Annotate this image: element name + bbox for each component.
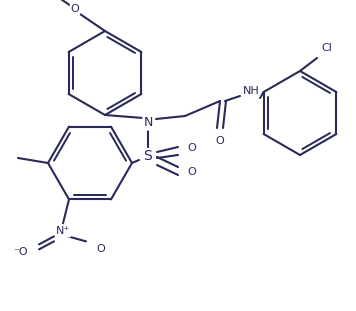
Text: O: O xyxy=(188,167,197,177)
Text: Cl: Cl xyxy=(321,43,333,53)
Text: O: O xyxy=(216,136,224,146)
Text: ⁻O: ⁻O xyxy=(14,247,28,258)
Text: N: N xyxy=(143,117,153,129)
Text: O: O xyxy=(188,143,197,153)
Text: NH: NH xyxy=(243,86,260,96)
Text: N⁺: N⁺ xyxy=(56,226,70,236)
Text: S: S xyxy=(143,149,152,163)
Text: O: O xyxy=(96,244,105,254)
Text: O: O xyxy=(70,4,79,14)
